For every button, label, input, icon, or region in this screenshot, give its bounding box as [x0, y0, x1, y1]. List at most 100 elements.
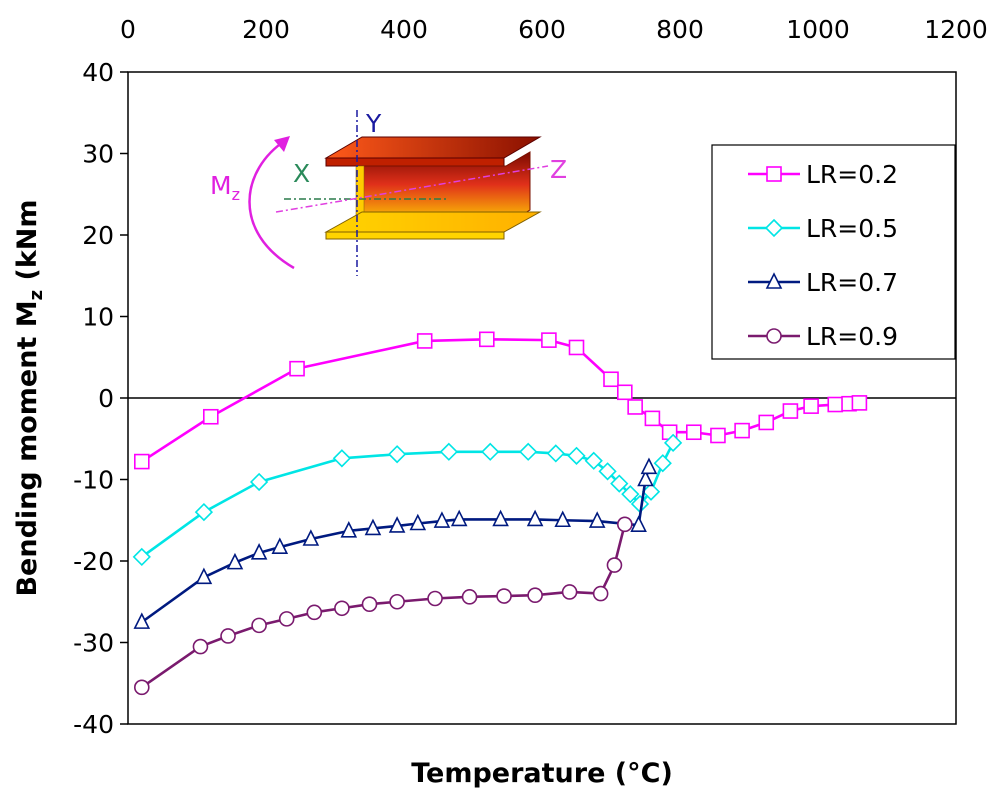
x-tick-label: 400 [380, 15, 428, 44]
data-point-triangle [588, 511, 606, 528]
data-point-triangle [195, 567, 213, 585]
y-tick-label: 30 [82, 140, 114, 169]
data-point-triangle [388, 516, 406, 533]
data-point-circle [278, 611, 295, 627]
data-point-diamond [519, 442, 538, 461]
data-point-square [289, 360, 305, 377]
beam-top-flange-edge [325, 157, 505, 167]
data-point-diamond [546, 444, 565, 463]
data-point-diamond [567, 446, 586, 465]
data-point-circle [461, 589, 478, 605]
data-point-diamond [194, 502, 214, 522]
data-point-circle [616, 516, 633, 533]
y-tick-label: -40 [73, 710, 114, 739]
y-axis-ticks: 40 30 20 10 0 -10 -20 -30 -40 [73, 58, 128, 739]
series-layer [132, 331, 868, 696]
inset-label-y: Y [365, 109, 382, 138]
data-point-triangle [409, 513, 427, 531]
data-point-triangle [630, 515, 647, 532]
data-point-triangle [340, 521, 358, 538]
beam-bottom-flange-edge [325, 231, 505, 240]
data-point-circle [361, 596, 378, 612]
data-point-diamond [439, 442, 458, 461]
x-tick-label: 200 [242, 15, 290, 44]
x-tick-label: 1200 [924, 15, 988, 44]
data-point-square [782, 403, 799, 419]
legend: LR=0.2 LR=0.5 LR=0.7 LR=0.9 [711, 144, 956, 360]
beam-inset: Y X Z Mz [210, 109, 567, 276]
beam-top-flange [324, 136, 542, 159]
data-point-triangle [271, 537, 289, 554]
moment-arrowhead-icon [274, 136, 290, 152]
y-tick-label: 0 [98, 384, 114, 413]
data-point-circle [561, 584, 578, 600]
data-point-circle [251, 617, 267, 634]
data-point-triangle [492, 509, 509, 527]
data-point-diamond [641, 482, 661, 501]
data-point-circle [766, 328, 782, 344]
data-point-square [685, 424, 702, 441]
data-point-diamond [653, 454, 672, 473]
legend-label: LR=0.5 [806, 214, 898, 243]
data-point-diamond [663, 433, 683, 452]
data-point-circle [527, 587, 543, 604]
data-point-circle [389, 593, 405, 610]
data-point-diamond [481, 442, 500, 461]
data-point-diamond [598, 462, 617, 481]
data-point-triangle [302, 529, 320, 546]
data-point-square [616, 384, 633, 401]
data-point-triangle [250, 543, 268, 560]
data-point-triangle [526, 509, 544, 527]
moment-arrow [248, 138, 295, 270]
data-point-diamond [332, 449, 352, 468]
y-tick-label: -10 [73, 466, 114, 495]
x-tick-label: 0 [120, 15, 136, 44]
data-point-diamond [387, 445, 407, 464]
data-point-triangle [637, 469, 654, 487]
data-point-diamond [249, 472, 269, 492]
data-point-triangle [433, 511, 451, 528]
data-point-square [478, 331, 495, 348]
data-point-square [766, 166, 782, 182]
data-point-circle [592, 585, 609, 602]
data-point-circle [427, 590, 443, 607]
x-tick-label: 800 [656, 15, 704, 44]
x-tick-label: 600 [518, 15, 566, 44]
data-point-circle [192, 638, 209, 655]
x-tick-label: 1000 [786, 15, 850, 44]
beam-bottom-flange [324, 211, 542, 233]
data-point-square [734, 422, 750, 439]
data-point-triangle [226, 552, 244, 570]
data-point-circle [134, 679, 150, 696]
data-point-diamond [132, 547, 151, 567]
y-tick-label: -20 [73, 547, 114, 576]
data-point-diamond [621, 485, 640, 504]
data-point-circle [220, 628, 236, 644]
data-point-diamond [764, 218, 784, 238]
legend-label: LR=0.9 [806, 322, 898, 351]
legend-box [711, 144, 956, 360]
inset-label-x: X [293, 159, 310, 188]
data-point-circle [496, 588, 512, 604]
data-point-triangle [554, 510, 571, 528]
data-point-circle [606, 557, 623, 573]
data-point-square [416, 333, 433, 349]
data-point-square [851, 395, 868, 411]
legend-label: LR=0.7 [806, 268, 898, 297]
data-point-diamond [610, 474, 629, 493]
data-point-square [203, 408, 219, 425]
data-point-square [568, 339, 585, 356]
data-point-square [603, 371, 619, 388]
data-point-triangle [133, 612, 151, 629]
y-tick-label: 10 [82, 303, 114, 332]
data-point-diamond [584, 451, 603, 470]
data-point-square [827, 396, 844, 413]
data-point-square [710, 427, 726, 444]
inset-z-axis [275, 165, 549, 213]
x-axis-ticks: 0 200 400 600 800 1000 1200 [120, 15, 988, 44]
data-point-square [803, 398, 819, 414]
inset-label-m: Mz [210, 171, 240, 204]
data-point-triangle [765, 272, 783, 289]
data-point-square [758, 414, 775, 431]
data-point-triangle [364, 518, 382, 536]
